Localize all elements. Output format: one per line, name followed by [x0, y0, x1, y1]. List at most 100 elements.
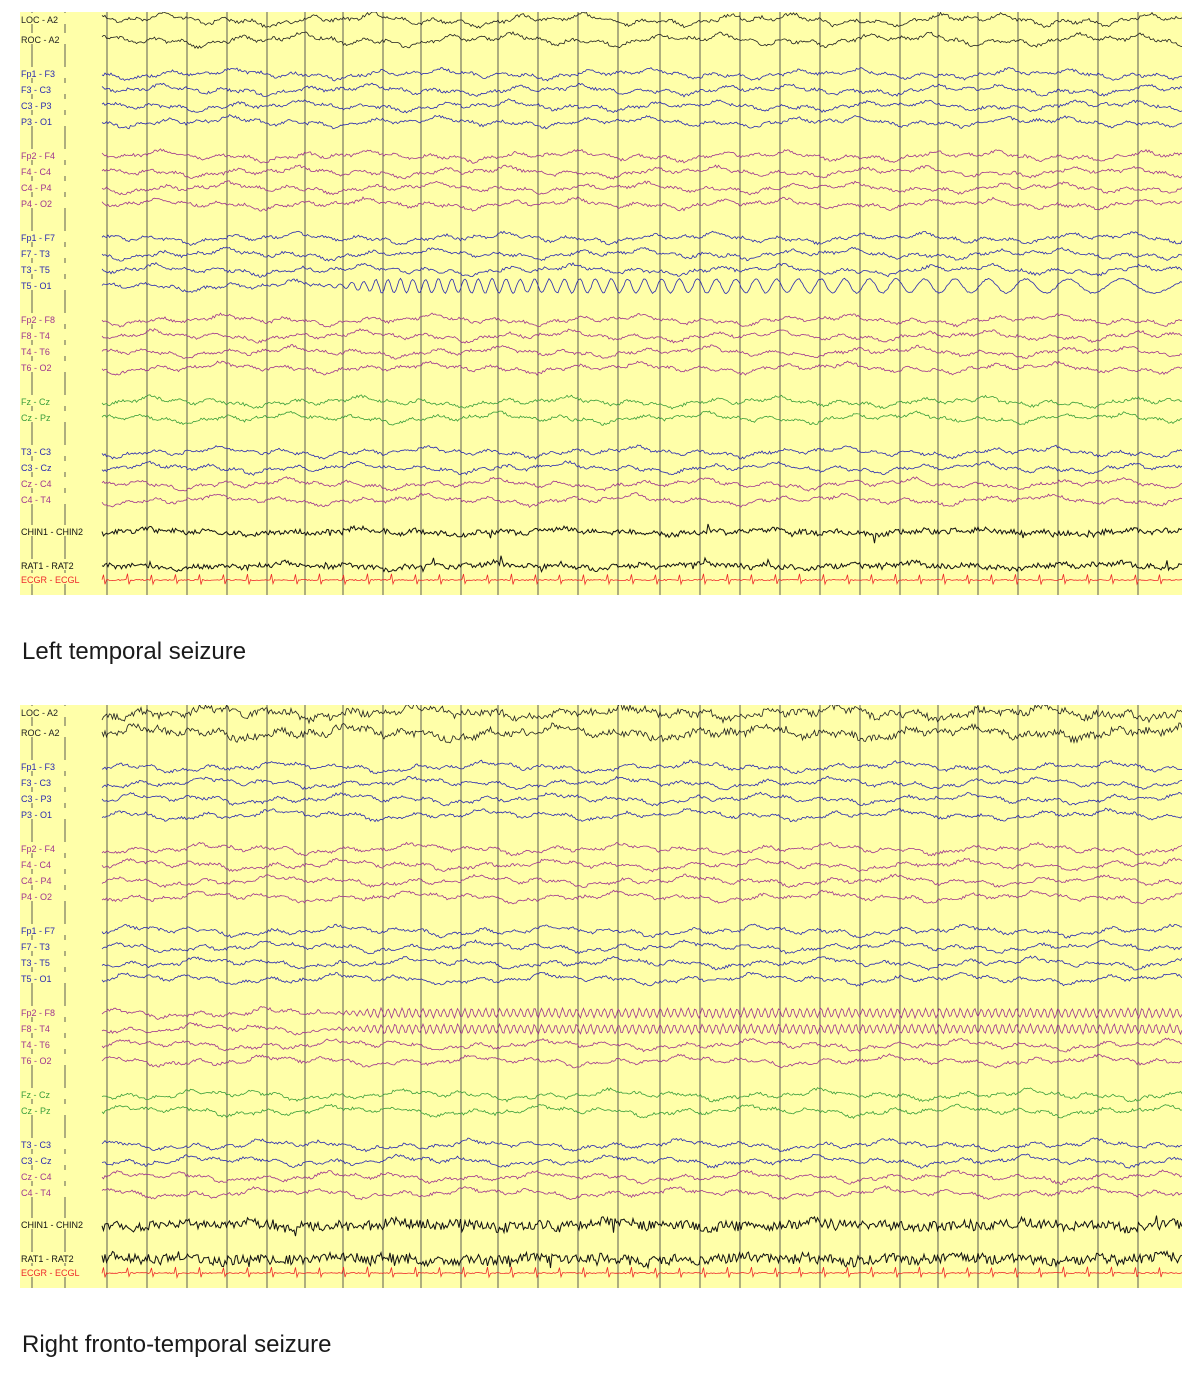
channel-label-backdrop	[20, 361, 100, 372]
channel-label-backdrop	[20, 776, 100, 787]
channel-label-backdrop	[20, 445, 100, 456]
channel-label-backdrop	[20, 1006, 100, 1017]
channel-label: F4 - C4	[21, 167, 51, 177]
channel-label: Fp1 - F3	[21, 762, 55, 772]
channel-label: Fp2 - F4	[21, 151, 55, 161]
eeg-trace-t4-t6	[101, 1037, 1182, 1053]
eeg-trace-loc-a2	[101, 705, 1182, 725]
eeg-trace-fp1-f3	[101, 759, 1182, 775]
eeg-trace-c4-t4	[101, 1185, 1182, 1201]
channel-label: Cz - C4	[21, 1172, 52, 1182]
channel-label: F8 - T4	[21, 331, 50, 341]
eeg-trace-fp2-f4	[101, 148, 1182, 164]
channel-label-backdrop	[20, 231, 100, 242]
eeg-trace-cz-pz	[101, 410, 1182, 426]
channel-label-backdrop	[20, 924, 100, 935]
channel-label-backdrop	[20, 279, 100, 290]
channel-label-backdrop	[20, 525, 100, 536]
eeg-trace-t5-o1	[101, 971, 1182, 987]
eeg-trace-cz-c4	[101, 476, 1182, 492]
channel-label: T3 - T5	[21, 265, 50, 275]
channel-label: C3 - P3	[21, 101, 52, 111]
channel-label-backdrop	[20, 956, 100, 967]
channel-label: Fp2 - F8	[21, 315, 55, 325]
eeg-trace-t3-t5	[101, 261, 1182, 278]
channel-label: C3 - Cz	[21, 1156, 52, 1166]
channel-label-backdrop	[20, 1104, 100, 1115]
channel-label: C4 - T4	[21, 1188, 51, 1198]
channel-label-backdrop	[20, 115, 100, 126]
channel-label-backdrop	[20, 858, 100, 869]
channel-label-backdrop	[20, 792, 100, 803]
channel-label: T3 - T5	[21, 958, 50, 968]
eeg-trace-c4-t4	[101, 492, 1182, 509]
channel-label-backdrop	[20, 1054, 100, 1065]
channel-label: F3 - C3	[21, 778, 51, 788]
eeg-trace-fp2-f4	[101, 841, 1182, 857]
channel-label: F7 - T3	[21, 249, 50, 259]
channel-label: LOC - A2	[21, 15, 58, 25]
channel-label: Fp2 - F4	[21, 844, 55, 854]
channel-label-backdrop	[20, 726, 100, 737]
eeg-trace-f7-t3	[101, 939, 1182, 955]
channel-label: Cz - Pz	[21, 1106, 51, 1116]
eeg-trace-ecgr-ecgl	[101, 573, 1182, 586]
channel-label: F8 - T4	[21, 1024, 50, 1034]
channel-label-backdrop	[20, 706, 100, 717]
eeg-trace-fp1-f3	[101, 67, 1182, 82]
channel-label-backdrop	[20, 573, 100, 584]
channel-label: CHIN1 - CHIN2	[21, 1220, 83, 1230]
eeg-trace-p3-o1	[101, 114, 1182, 130]
eeg-trace-t6-o2	[101, 1053, 1182, 1069]
channel-label-backdrop	[20, 181, 100, 192]
channel-label-backdrop	[20, 1154, 100, 1165]
eeg-trace-p3-o1	[101, 807, 1182, 823]
eeg-trace-chin1-chin2	[101, 1215, 1182, 1237]
channel-label-backdrop	[20, 67, 100, 78]
eeg-trace-loc-a2	[101, 12, 1182, 29]
channel-label-backdrop	[20, 99, 100, 110]
channel-label: Fp2 - F8	[21, 1008, 55, 1018]
channel-label-backdrop	[20, 940, 100, 951]
eeg-trace-roc-a2	[101, 31, 1182, 50]
channel-label-backdrop	[20, 1088, 100, 1099]
eeg-trace-p4-o2	[101, 889, 1182, 905]
channel-label: ROC - A2	[21, 35, 60, 45]
eeg-trace-roc-a2	[101, 722, 1182, 744]
channel-label: C4 - P4	[21, 876, 52, 886]
eeg-trace-chin1-chin2	[101, 523, 1182, 544]
eeg-trace-fp2-f8	[101, 1006, 1182, 1020]
channel-label: C3 - P3	[21, 794, 52, 804]
channel-label: ECGR - ECGL	[21, 575, 80, 585]
channel-label-backdrop	[20, 461, 100, 472]
eeg-trace-f3-c3	[101, 82, 1182, 98]
channel-label: F7 - T3	[21, 942, 50, 952]
eeg-traces-left-temporal: LOC - A2 ROC - A2 Fp1 - F3 F3 - C3 C3 - P3 P3…	[20, 12, 1182, 595]
eeg-trace-t4-t6	[101, 344, 1182, 360]
eeg-trace-rat1-rat2	[101, 1249, 1182, 1270]
channel-label-backdrop	[20, 1218, 100, 1229]
channel-label-backdrop	[20, 1266, 100, 1277]
channel-label-backdrop	[20, 345, 100, 356]
channel-label-backdrop	[20, 1252, 100, 1263]
eeg-trace-t3-t5	[101, 955, 1182, 971]
channel-label: F4 - C4	[21, 860, 51, 870]
eeg-trace-p4-o2	[101, 196, 1182, 212]
channel-label-backdrop	[20, 13, 100, 24]
channel-label-backdrop	[20, 972, 100, 983]
eeg-trace-t3-c3	[101, 444, 1182, 460]
eeg-trace-c3-cz	[101, 1153, 1182, 1169]
channel-label-backdrop	[20, 83, 100, 94]
channel-label: P4 - O2	[21, 892, 52, 902]
eeg-trace-ecgr-ecgl	[101, 1266, 1182, 1279]
channel-label: RAT1 - RAT2	[21, 1254, 74, 1264]
caption-right-fronto-temporal: Right fronto-temporal seizure	[22, 1331, 332, 1358]
channel-label-backdrop	[20, 1170, 100, 1181]
channel-label: T5 - O1	[21, 974, 52, 984]
channel-label: T4 - T6	[21, 1040, 50, 1050]
channel-label-backdrop	[20, 329, 100, 340]
channel-label-backdrop	[20, 477, 100, 488]
eeg-panel-right-fronto-temporal: LOC - A2 ROC - A2 Fp1 - F3 F3 - C3 C3 - P3 P3…	[20, 705, 1182, 1288]
channel-label: Fp1 - F7	[21, 233, 55, 243]
channel-label: T4 - T6	[21, 347, 50, 357]
